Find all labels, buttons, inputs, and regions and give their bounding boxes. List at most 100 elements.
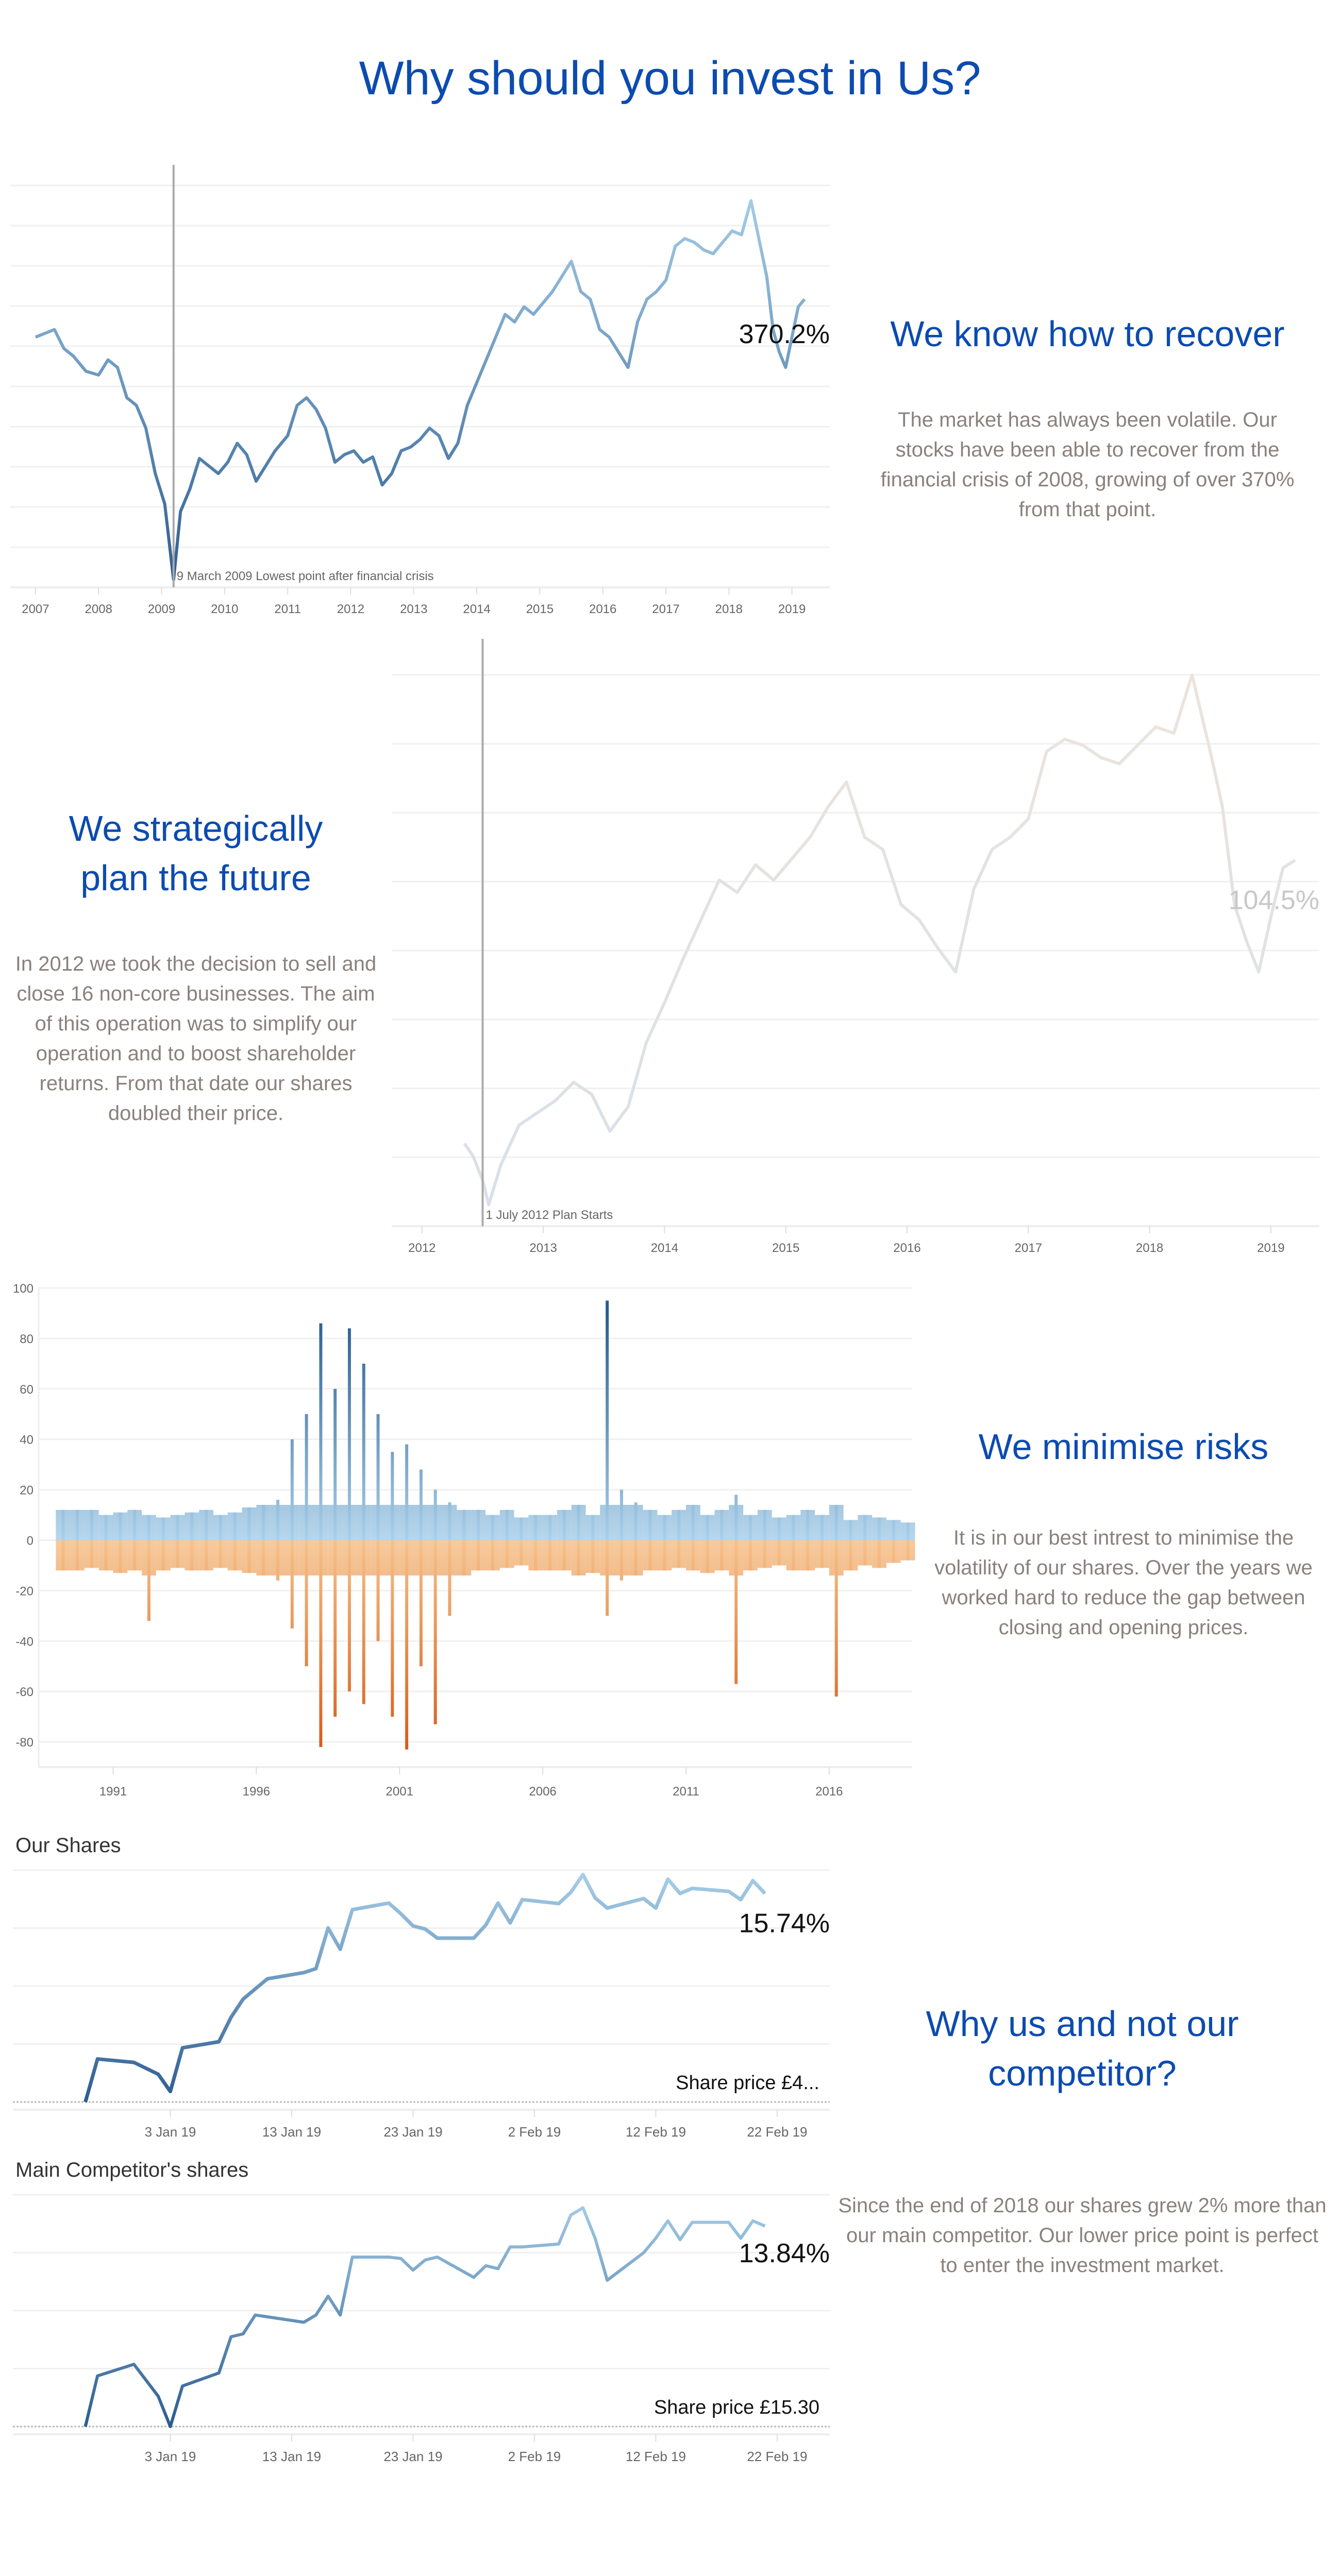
y-tick-label: -80	[15, 1736, 34, 1750]
gap-bar-negative	[534, 1540, 538, 1571]
gap-bar-positive	[577, 1504, 580, 1540]
gap-bar-positive	[76, 1510, 79, 1540]
x-tick-label: 2015	[772, 1241, 799, 1255]
gap-bar-negative	[491, 1540, 494, 1571]
x-tick-label: 13 Jan 19	[262, 2449, 321, 2464]
gap-bar-negative	[548, 1540, 551, 1571]
x-tick-label: 2015	[526, 602, 554, 616]
gap-bar-negative	[276, 1540, 280, 1581]
x-tick-label: 2008	[85, 602, 112, 616]
gap-bar-positive	[133, 1510, 137, 1540]
x-tick-label: 2011	[274, 602, 301, 616]
gap-bar-negative	[749, 1540, 752, 1571]
share-price-label: Share price £15.30	[654, 2397, 819, 2418]
gap-bar-positive	[863, 1515, 867, 1540]
gap-bar-negative	[247, 1540, 251, 1573]
gap-bar-positive	[691, 1504, 695, 1540]
y-tick-label: 0	[27, 1534, 34, 1548]
end-label: 15.74%	[739, 1908, 830, 1938]
gap-bar-negative	[319, 1540, 323, 1747]
x-tick-label: 23 Jan 19	[383, 2124, 442, 2140]
gap-bar-positive	[233, 1512, 237, 1540]
gap-bar-negative	[619, 1540, 623, 1581]
gap-bar-negative	[648, 1540, 652, 1571]
annotation-label: 9 March 2009 Lowest point after financia…	[177, 569, 434, 583]
series-line	[35, 199, 806, 582]
end-label: 104.5%	[1229, 886, 1319, 916]
our-shares-chart: 3 Jan 19 13 Jan 19 23 Jan 19 2 Feb 19 12 Feb…	[13, 1869, 830, 2140]
x-tick-label: 2012	[337, 602, 364, 616]
gap-bar-negative	[820, 1540, 824, 1568]
risk-section: We minimise risks It is in our best intr…	[917, 1422, 1330, 1642]
gap-bar-negative	[720, 1540, 724, 1571]
competitor-section: Why us and not our competitor? Since the…	[835, 1999, 1330, 2280]
gap-bar-negative	[133, 1540, 137, 1571]
gap-bar-negative	[878, 1540, 881, 1568]
x-tick-label: 2014	[651, 1241, 678, 1255]
gap-bar-negative	[419, 1540, 423, 1667]
gap-bar-negative	[290, 1540, 294, 1629]
page-title: Why should you invest in Us?	[359, 52, 981, 105]
gap-bar-positive	[119, 1512, 122, 1540]
x-tick-label: 1991	[99, 1785, 127, 1799]
y-tick-label: -40	[15, 1635, 34, 1649]
gap-bar-negative	[777, 1540, 781, 1566]
plan-heading: We strategically plan the future	[69, 808, 323, 898]
gap-bar-positive	[219, 1515, 222, 1540]
y-tick-label: 60	[20, 1383, 34, 1397]
x-tick-label: 2016	[893, 1241, 920, 1255]
recover-body: The market has always been volatile. Our…	[880, 409, 1295, 521]
gap-bar-positive	[720, 1510, 724, 1540]
gap-bar-positive	[619, 1489, 623, 1540]
gap-bar-negative	[61, 1540, 65, 1571]
gap-bar-positive	[491, 1515, 494, 1540]
gap-bar-positive	[90, 1510, 93, 1540]
gap-bar-positive	[763, 1510, 766, 1540]
gap-bar-positive	[892, 1520, 895, 1540]
x-tick-label: 2013	[529, 1241, 557, 1255]
gap-bar-positive	[648, 1510, 652, 1540]
risk-body: It is in our best intrest to minimise th…	[934, 1527, 1313, 1639]
gap-bar-positive	[205, 1510, 208, 1540]
gap-bar-positive	[548, 1515, 551, 1540]
gap-bar-positive	[806, 1510, 810, 1540]
gap-bar-positive	[190, 1512, 194, 1540]
gap-bar-positive	[61, 1510, 65, 1540]
gap-bar-negative	[433, 1540, 437, 1724]
gap-bar-positive	[276, 1500, 280, 1540]
gap-bar-negative	[90, 1540, 93, 1568]
gap-bar-positive	[677, 1510, 681, 1540]
gap-bar-positive	[319, 1323, 323, 1540]
x-tick-label: 2 Feb 19	[508, 2449, 561, 2464]
x-tick-label: 13 Jan 19	[262, 2124, 321, 2140]
competitor-shares-title: Main Competitor's shares	[15, 2159, 249, 2181]
gap-bar-positive	[906, 1522, 910, 1540]
gap-bar-positive	[290, 1439, 294, 1540]
gap-bar-negative	[262, 1540, 265, 1575]
recover-heading: We know how to recover	[890, 314, 1285, 354]
gap-bar-positive	[391, 1452, 394, 1540]
gap-bar-positive	[362, 1363, 365, 1540]
x-tick-label: 2018	[715, 602, 743, 616]
plan-body: In 2012 we took the decision to sell and…	[15, 953, 377, 1125]
competitor-body: Since the end of 2018 our shares grew 2%…	[838, 2194, 1327, 2277]
x-tick-label: 2013	[400, 602, 427, 616]
gap-bar-negative	[233, 1540, 237, 1571]
gap-bar-positive	[405, 1444, 409, 1540]
gap-bar-positive	[419, 1469, 423, 1540]
x-tick-label: 2016	[589, 602, 616, 616]
gap-bar-positive	[462, 1510, 466, 1540]
gap-bar-positive	[262, 1504, 265, 1540]
gap-bar-positive	[562, 1510, 566, 1540]
gap-bar-positive	[706, 1515, 709, 1540]
y-tick-label: 100	[13, 1282, 34, 1296]
x-tick-label: 2014	[463, 602, 490, 616]
x-tick-label: 2016	[815, 1785, 843, 1799]
end-label: 370.2%	[739, 319, 830, 349]
gap-bar-negative	[219, 1540, 222, 1568]
x-tick-label: 12 Feb 19	[626, 2124, 686, 2140]
gap-bar-negative	[520, 1540, 523, 1566]
gap-bar-negative	[734, 1540, 738, 1684]
gap-bar-negative	[834, 1540, 838, 1697]
x-tick-label: 2019	[778, 602, 806, 616]
